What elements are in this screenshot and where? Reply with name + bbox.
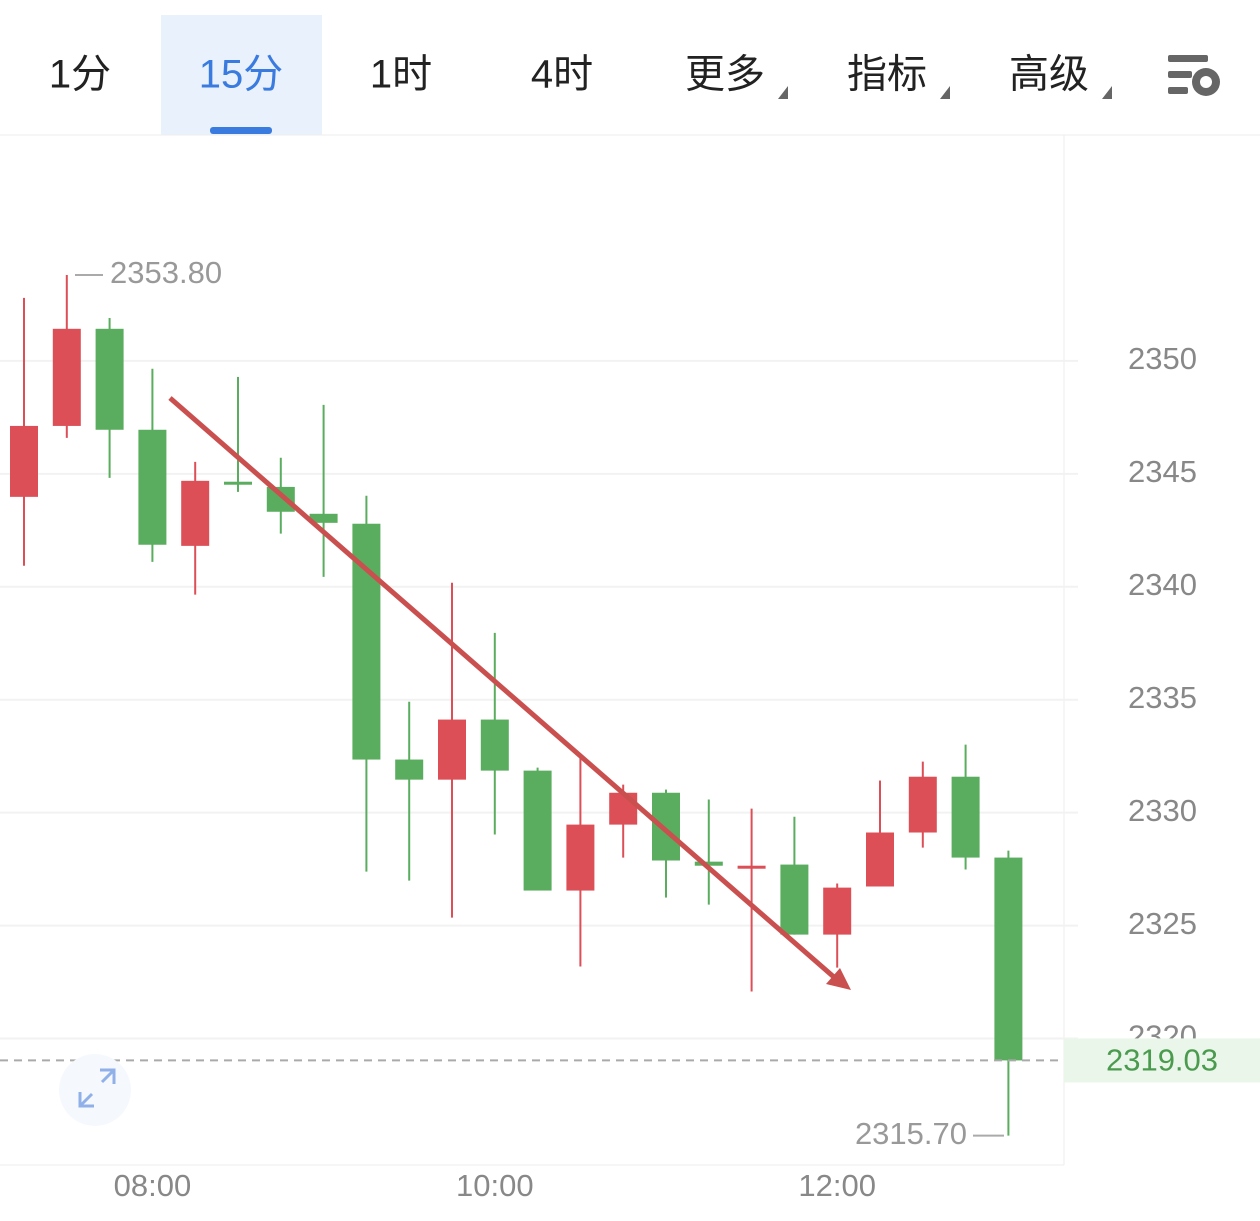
candle-body [181,480,210,546]
annotation-label: 2353.80 [110,255,222,290]
tab[interactable]: 1时 [370,53,432,97]
candle-body [10,425,38,497]
candle-body [866,832,894,887]
candle-body [652,792,680,861]
candle-body [266,486,295,512]
candle-body [951,776,980,858]
tab[interactable]: 4时 [531,53,593,97]
y-tick-label: 2340 [1128,567,1197,602]
candle-body [395,759,424,780]
last-price-badge [1064,1038,1260,1083]
candle-body [309,513,338,523]
active-tab-bg [161,15,322,135]
candle-body [694,861,723,866]
candle-body [908,776,937,833]
settings-icon[interactable] [1168,55,1220,96]
candle-body [52,328,81,426]
candle-body [994,857,1023,1061]
trend-arrow-head [826,968,851,990]
tab[interactable]: 高级 [1009,53,1089,97]
x-tick-label: 10:00 [456,1168,534,1203]
candle-body [438,719,466,780]
candle-body [480,719,509,771]
expand-button[interactable] [59,1054,131,1126]
candle-body [823,887,852,935]
last-price-label: 2319.03 [1106,1043,1218,1078]
candle-body [138,429,167,545]
dropdown-caret [1102,86,1112,99]
y-tick-label: 2330 [1128,793,1197,828]
candle-body [780,864,809,935]
candle-body [523,770,552,891]
tab-bar: 1分 15分 1时 4时 更多 指标 高级 [49,53,1112,99]
dropdown-caret [778,86,788,99]
candle-body [95,328,124,430]
candle-body [224,481,252,485]
candle-body [566,824,595,891]
candle-body [609,792,638,825]
y-tick-label: 2350 [1128,341,1197,376]
active-tab-indicator [210,127,272,134]
tab[interactable]: 更多 [685,53,765,97]
dropdown-caret [940,86,950,99]
candle-body [737,865,766,869]
y-tick-label: 2325 [1128,906,1197,941]
tab[interactable]: 指标 [847,53,927,97]
tab[interactable]: 15分 [199,53,284,97]
tab[interactable]: 1分 [49,53,111,97]
trend-arrow [168,396,837,980]
y-tick-label: 2335 [1128,680,1197,715]
x-tick-label: 08:00 [114,1168,192,1203]
x-tick-label: 12:00 [798,1168,876,1203]
annotation-label: 2315.70 [855,1116,967,1151]
y-tick-label: 2345 [1128,454,1197,489]
